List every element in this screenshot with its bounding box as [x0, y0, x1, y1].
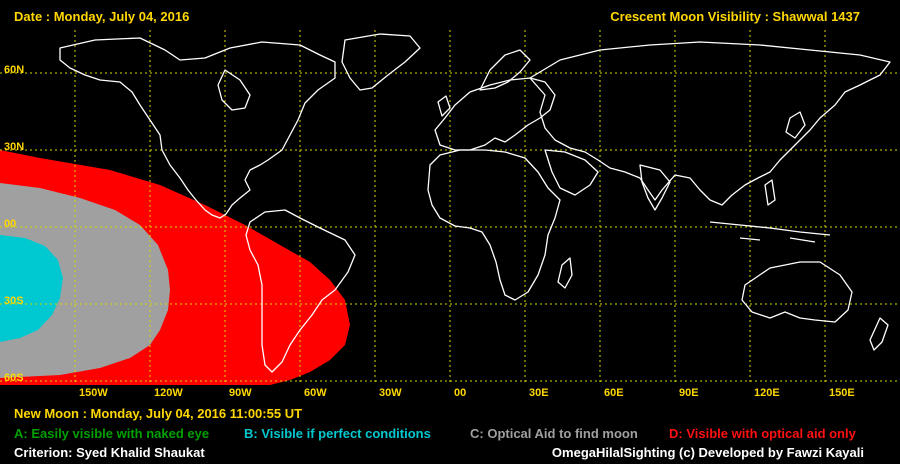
lon-label-00: 00	[454, 387, 467, 399]
visibility-zones	[0, 150, 350, 385]
hudson-bay	[217, 69, 251, 111]
legend-zone-d: D: Visible with optical aid only	[669, 426, 856, 441]
legend-zone-a: A: Easily visible with naked eye	[14, 426, 210, 441]
lon-label-150e: 150E	[829, 387, 855, 399]
credit-label: OmegaHilalSighting (c) Developed by Fawz…	[551, 445, 864, 460]
lat-label-30s: 30S	[4, 295, 24, 307]
lat-label-00: 00	[4, 218, 17, 230]
australia-outline	[741, 261, 853, 323]
greenland-outline	[341, 33, 421, 91]
europe-outline	[434, 77, 556, 151]
lon-label-90e: 90E	[679, 387, 699, 399]
legend-zone-b: B: Visible if perfect conditions	[244, 426, 431, 441]
lat-label-60n: 60N	[4, 64, 25, 76]
lat-label-30n: 30N	[4, 141, 25, 153]
scandinavia-outline	[479, 49, 531, 91]
lon-label-150w: 150W	[79, 387, 108, 399]
zone-b-cyan	[0, 235, 63, 342]
date-label: Date : Monday, July 04, 2016	[14, 9, 190, 24]
japan	[785, 111, 806, 139]
zone-c-gray	[0, 183, 170, 378]
british-isles	[437, 95, 451, 117]
new-zealand	[869, 317, 889, 351]
map-title: Crescent Moon Visibility : Shawwal 1437	[610, 9, 860, 24]
south-america-outline	[245, 209, 356, 373]
north-america-outline	[59, 37, 336, 219]
lon-label-60e: 60E	[604, 387, 624, 399]
madagascar	[557, 257, 573, 289]
graticule	[0, 30, 900, 385]
philippines	[764, 179, 776, 206]
lat-label-60s: 60S	[4, 372, 24, 384]
legend-zone-c: C: Optical Aid to find moon	[470, 426, 638, 441]
lon-label-30e: 30E	[529, 387, 549, 399]
india-outline	[639, 164, 671, 211]
indonesia	[709, 221, 831, 243]
arabia-outline	[544, 149, 599, 196]
criterion-label: Criterion: Syed Khalid Shaukat	[14, 445, 205, 460]
africa-outline	[427, 149, 561, 301]
lon-label-90w: 90W	[229, 387, 252, 399]
asia-outline	[529, 41, 891, 206]
visibility-map	[0, 30, 900, 385]
lon-label-120e: 120E	[754, 387, 780, 399]
lon-label-30w: 30W	[379, 387, 402, 399]
new-moon-label: New Moon : Monday, July 04, 2016 11:00:5…	[14, 406, 303, 421]
lon-label-60w: 60W	[304, 387, 327, 399]
coastlines	[59, 33, 891, 373]
lon-label-120w: 120W	[154, 387, 183, 399]
